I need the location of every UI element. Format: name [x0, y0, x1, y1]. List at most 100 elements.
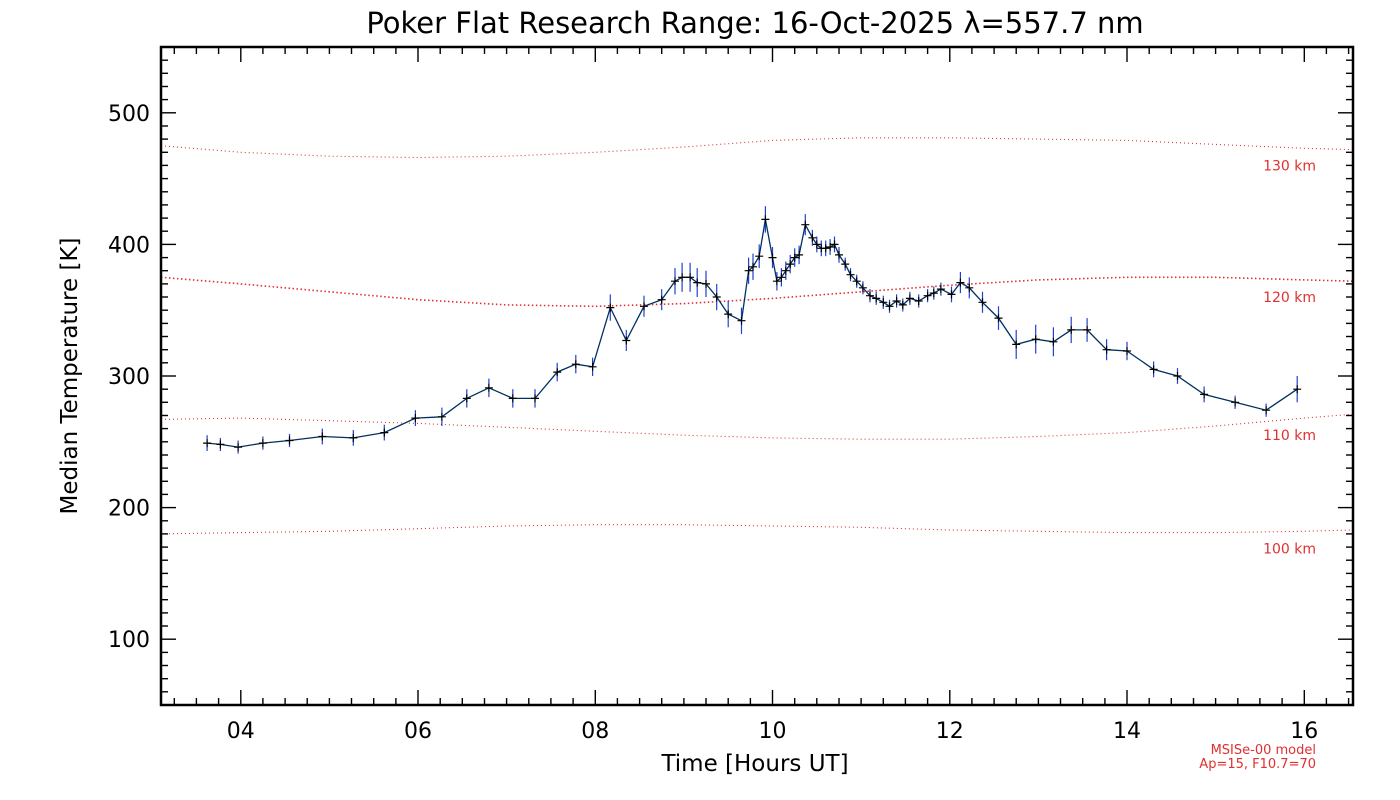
data-point [786, 260, 795, 269]
model-curve-label: 100 km [1263, 541, 1316, 557]
data-point [914, 297, 923, 305]
data-point [801, 220, 810, 229]
data-point [749, 262, 757, 271]
data-point [640, 302, 648, 311]
data-point [1012, 340, 1021, 349]
data-point [622, 336, 631, 345]
data-point [858, 283, 867, 292]
data-point [1262, 406, 1271, 415]
data-point [349, 433, 358, 442]
data-point [835, 250, 843, 259]
data-point [1031, 335, 1040, 344]
data-point [606, 303, 615, 312]
data-point [929, 289, 938, 298]
data-point [203, 439, 212, 448]
data-point [1231, 398, 1240, 407]
y-tick-label: 100 [108, 628, 150, 653]
data-point [781, 266, 790, 275]
data-point [812, 240, 821, 249]
model-name-note: MSISe-00 model [1211, 743, 1316, 758]
data-point [437, 412, 446, 421]
data-point [671, 277, 679, 286]
data-point [1123, 347, 1131, 355]
data-point [821, 244, 830, 253]
x-tick-label: 14 [1113, 719, 1141, 744]
data-point [761, 215, 770, 224]
data-point [936, 285, 945, 294]
model-curve-120km [160, 276, 1354, 308]
data-point [571, 360, 580, 369]
model-curve-130km [160, 137, 1354, 159]
data-point [678, 273, 687, 282]
data-point [216, 440, 225, 449]
tick-labels: 04 06 08 10 12 14 16 100 200 300 400 500 [108, 102, 1318, 744]
data-point [462, 394, 471, 403]
data-point [1293, 385, 1302, 394]
data-point [1083, 325, 1092, 334]
data-point [553, 368, 562, 377]
data-point [846, 270, 855, 279]
x-tick-label: 06 [404, 719, 432, 744]
data-point [318, 432, 327, 441]
data-point [898, 300, 907, 309]
data-point [905, 294, 914, 303]
x-axis-label: Time [Hours UT] [660, 751, 848, 777]
data-point [686, 273, 695, 282]
y-tick-label: 500 [108, 102, 150, 127]
data-point [866, 291, 874, 300]
model-curve-label: 120 km [1263, 290, 1316, 306]
model-curve-100km [160, 524, 1354, 535]
data-series [203, 215, 1302, 452]
data-point [693, 278, 702, 287]
x-tick-label: 08 [581, 719, 609, 744]
data-point [994, 314, 1003, 323]
data-point [657, 295, 666, 304]
chart-title: Poker Flat Research Range: 16-Oct-2025 λ… [366, 6, 1143, 40]
data-point [777, 273, 786, 282]
model-curve-label: 110 km [1263, 428, 1316, 444]
data-point [531, 394, 539, 403]
y-tick-label: 200 [108, 497, 150, 522]
data-point [744, 266, 753, 275]
x-tick-label: 04 [227, 719, 255, 744]
data-point [1067, 325, 1076, 334]
x-tick-label: 10 [759, 719, 787, 744]
data-point [795, 250, 804, 259]
data-point [702, 279, 710, 288]
data-point [285, 436, 294, 445]
data-point [879, 298, 888, 307]
data-point [1102, 345, 1111, 354]
x-tick-label: 12 [936, 719, 964, 744]
data-point [755, 252, 764, 261]
data-point [923, 291, 932, 300]
data-point [411, 414, 420, 423]
data-point [484, 383, 493, 392]
data-point [1173, 372, 1182, 380]
data-point [808, 233, 817, 242]
data-point [872, 294, 881, 303]
data-point [712, 293, 721, 301]
data-point [956, 278, 965, 287]
series-line [207, 219, 1298, 448]
data-point [826, 243, 835, 251]
data-point [947, 290, 956, 299]
data-point [737, 316, 746, 325]
model-curve-110km [160, 413, 1354, 440]
data-point [965, 283, 974, 292]
y-axis-label: Median Temperature [K] [57, 238, 83, 515]
error-bars [206, 206, 1298, 454]
data-point [772, 277, 781, 286]
x-tick-label: 16 [1290, 719, 1318, 744]
data-point [1049, 337, 1058, 346]
data-point [790, 253, 799, 262]
data-point [852, 277, 861, 286]
data-point [724, 310, 733, 319]
data-point [830, 240, 839, 249]
data-point [1200, 390, 1209, 399]
data-point [885, 302, 894, 311]
data-point [978, 298, 987, 307]
plot-frame [159, 45, 1355, 707]
data-point [768, 253, 777, 262]
data-point [258, 439, 267, 448]
